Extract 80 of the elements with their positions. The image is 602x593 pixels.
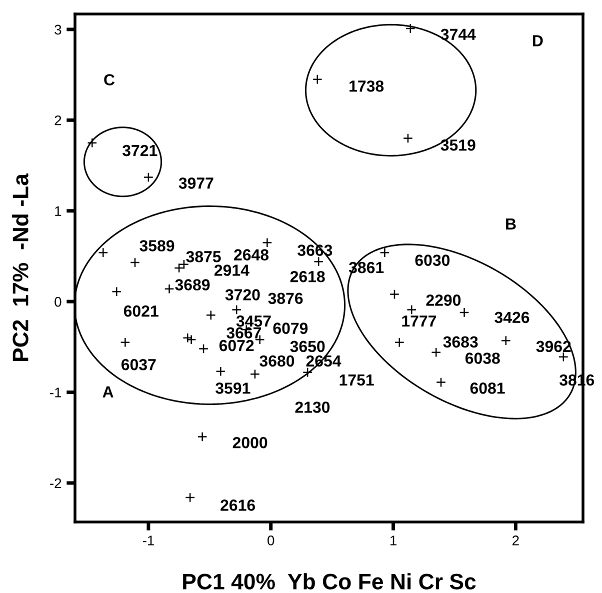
annotation: 1751 (340, 374, 374, 386)
annotation: 6079 (273, 322, 308, 334)
y-tick-label: -2 (50, 478, 62, 488)
point (314, 256, 324, 267)
point (380, 248, 390, 258)
point (406, 304, 417, 315)
annotation: 1738 (350, 80, 384, 92)
point (112, 286, 122, 297)
annotation: 3875 (186, 251, 221, 262)
annotation: 3720 (225, 289, 260, 300)
point (431, 347, 442, 358)
y-tick-label: 0 (54, 296, 62, 307)
annotation: 2290 (426, 294, 461, 306)
annotation: A (102, 386, 114, 398)
y-axis-title: PC2 17% -Nd -La (12, 173, 28, 361)
point (120, 337, 130, 348)
x-tick-label: 0 (268, 536, 274, 546)
y-tick-label: 3 (54, 24, 62, 35)
annotation: 6038 (465, 352, 500, 364)
x-tick-label: -1 (142, 536, 154, 546)
point (312, 74, 322, 84)
annotation: 6021 (124, 305, 158, 317)
annotation: 3689 (175, 279, 210, 290)
annotation: C (104, 74, 115, 86)
annotation: 3457 (236, 315, 271, 327)
annotation: 3589 (140, 240, 174, 252)
annotation: 6081 (470, 382, 505, 394)
annotation: 2618 (290, 270, 325, 282)
annotation: 3519 (440, 139, 476, 151)
annotation: 2648 (234, 249, 269, 260)
point (182, 332, 193, 343)
annotation: D (533, 35, 543, 46)
point (130, 258, 140, 268)
point (389, 289, 400, 300)
point (232, 304, 242, 315)
annotation: 3683 (443, 336, 478, 348)
point (216, 366, 226, 376)
point (186, 334, 196, 345)
x-tick-label: 1 (390, 536, 396, 546)
annotation: 3426 (494, 312, 530, 324)
annotation: 1777 (402, 316, 436, 327)
point (164, 284, 174, 294)
annotation: 2000 (232, 436, 268, 448)
annotation: 3650 (290, 340, 325, 352)
point (198, 344, 209, 354)
x-tick-label: 2 (512, 536, 519, 546)
annotation: 2130 (295, 402, 330, 413)
point (143, 172, 154, 182)
point (197, 432, 208, 442)
y-tick-label: -1 (50, 388, 62, 398)
annotation: 6030 (415, 254, 450, 266)
annotation: 3667 (226, 327, 261, 339)
point (250, 369, 260, 380)
y-tick-label: 2 (54, 115, 62, 126)
point (302, 367, 313, 378)
annotation: 6072 (219, 340, 254, 352)
point (436, 377, 446, 388)
annotation: 3744 (440, 28, 476, 40)
annotation: 3680 (260, 355, 294, 367)
point (262, 238, 272, 248)
point (394, 337, 404, 348)
annotation: 3721 (122, 144, 158, 156)
annotation: 2914 (214, 264, 250, 276)
annotation: B (506, 218, 516, 230)
point (558, 352, 568, 362)
point (206, 310, 216, 320)
point (98, 248, 108, 258)
point (185, 492, 196, 503)
point (405, 23, 416, 34)
x-axis-title: PC1 40% Yb Co Fe Ni Cr Sc (183, 573, 476, 590)
point (500, 336, 511, 346)
annotation: 3591 (216, 382, 250, 394)
annotation: 2616 (220, 500, 255, 511)
point (87, 138, 98, 148)
annotation: 3977 (178, 178, 214, 189)
y-tick-label: 1 (55, 206, 62, 216)
point (459, 307, 470, 318)
annotation: 3876 (268, 292, 303, 304)
annotation: 6037 (121, 358, 156, 370)
point (402, 133, 413, 144)
